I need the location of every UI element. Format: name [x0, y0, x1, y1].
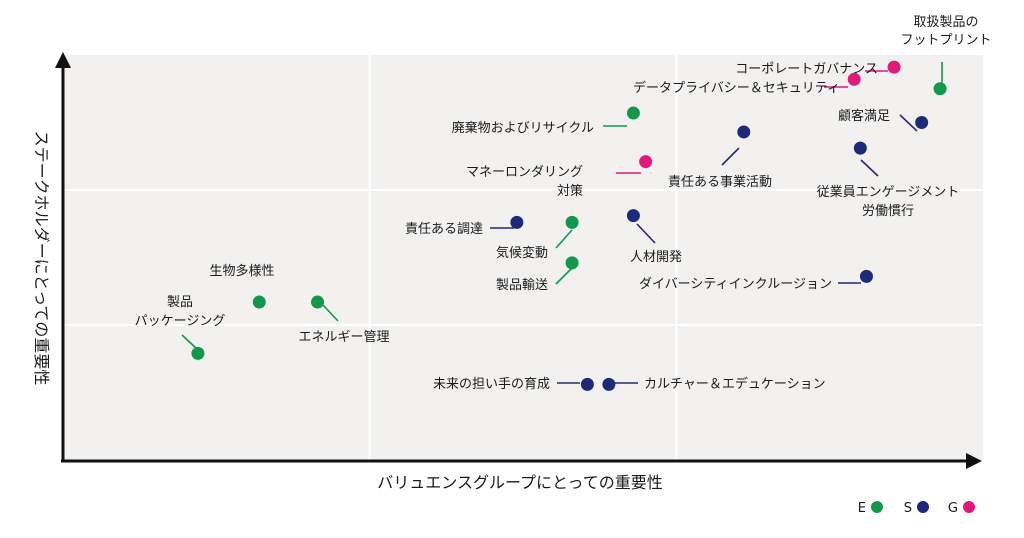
data-label-line: ダイバーシティインクルージョン: [639, 277, 832, 292]
y-axis-arrow-icon: [55, 52, 71, 68]
data-point-e: [311, 295, 325, 309]
data-point-s: [602, 377, 616, 391]
data-label-line: 責任ある事業活動: [668, 174, 772, 190]
data-label: 未来の担い手の育成: [433, 376, 550, 392]
data-point-s: [580, 377, 594, 391]
data-label-line: 製品輸送: [496, 278, 548, 293]
data-label: エネルギー管理: [298, 330, 389, 345]
data-label: コーポレートガバナンス: [735, 62, 878, 77]
plot-background: [63, 55, 983, 460]
data-label: 製品輸送: [496, 278, 548, 293]
data-label-line: 人材開発: [630, 250, 682, 265]
connector-line: [555, 267, 573, 285]
data-label: ダイバーシティインクルージョン: [639, 277, 832, 292]
x-axis-arrow-icon: [966, 453, 982, 469]
data-label-line: 従業員エンゲージメント: [817, 184, 960, 200]
axes: [55, 52, 982, 469]
data-point-e: [565, 256, 579, 270]
data-point-g: [887, 60, 901, 74]
data-label: データプライバシー＆セキュリティ: [633, 80, 840, 96]
data-point-s: [853, 141, 867, 155]
data-point-e: [565, 215, 579, 229]
legend-label-s: S: [904, 501, 912, 516]
data-label: 気候変動: [496, 245, 548, 261]
data-point-e: [191, 346, 205, 360]
data-label: カルチャー＆エデュケーション: [644, 376, 826, 392]
connector-line: [555, 229, 573, 249]
data-label-line: データプライバシー＆セキュリティ: [633, 80, 840, 96]
data-label-line: 生物多様性: [209, 263, 274, 279]
data-label: 責任ある調達: [405, 222, 483, 237]
data-point-s: [737, 125, 751, 139]
data-label: 従業員エンゲージメント労働慣行: [817, 184, 960, 219]
data-label-line: 気候変動: [496, 245, 548, 261]
data-point-g: [847, 72, 861, 86]
legend-label-e: E: [858, 501, 866, 516]
connector-line: [322, 304, 339, 322]
data-label-line: カルチャー＆エデュケーション: [644, 376, 826, 392]
data-label: 廃棄物およびリサイクル: [452, 120, 594, 136]
data-point-s: [510, 215, 524, 229]
data-label: マネーロンダリング対策: [466, 165, 583, 199]
data-label-line: 製品: [167, 295, 193, 310]
data-point-s: [859, 269, 873, 283]
data-label: 責任ある事業活動: [668, 174, 772, 190]
data-label-line: 取扱製品の: [913, 15, 978, 30]
data-labels: 取扱製品のフットプリントコーポレートガバナンスデータプライバシー＆セキュリティ顧…: [135, 15, 992, 392]
gridlines: [63, 55, 983, 460]
data-point-g: [639, 155, 653, 169]
data-points: [191, 60, 947, 391]
data-point-e: [626, 106, 640, 120]
connector-line: [899, 114, 918, 132]
data-label-line: 廃棄物およびリサイクル: [452, 120, 594, 136]
data-point-s: [915, 116, 929, 129]
data-label-line: 未来の担い手の育成: [433, 376, 550, 392]
y-axis-title: ステークホルダーにとっての重要性: [32, 131, 51, 386]
data-label-line: 労働慣行: [862, 203, 914, 219]
data-label-line: コーポレートガバナンス: [735, 62, 878, 77]
data-label: 顧客満足: [838, 108, 890, 124]
connector-line: [636, 223, 656, 244]
legend-dot-s: [917, 501, 929, 513]
data-label-line: パッケージング: [135, 314, 226, 329]
x-axis-title: バリュエンスグループにとっての重要性: [377, 473, 662, 492]
legend-dot-e: [871, 501, 883, 513]
connector-line: [721, 147, 740, 166]
data-label: 製品パッケージング: [135, 295, 226, 329]
legend-dot-g: [963, 501, 975, 513]
connector-line: [860, 159, 879, 177]
data-point-e: [252, 295, 266, 309]
data-label: 生物多様性: [209, 263, 274, 279]
data-label-line: 対策: [557, 183, 583, 199]
data-point-s: [626, 209, 640, 223]
connector-line: [181, 334, 197, 349]
data-label: 取扱製品のフットプリント: [900, 15, 991, 48]
data-label-line: フットプリント: [900, 33, 991, 48]
data-point-e: [933, 82, 947, 96]
data-label-line: 責任ある調達: [405, 222, 483, 237]
legend-label-g: G: [948, 501, 958, 516]
data-label-line: エネルギー管理: [298, 330, 389, 345]
data-label-line: 顧客満足: [838, 108, 890, 124]
data-label: 人材開発: [630, 250, 682, 265]
data-label-line: マネーロンダリング: [466, 165, 583, 180]
